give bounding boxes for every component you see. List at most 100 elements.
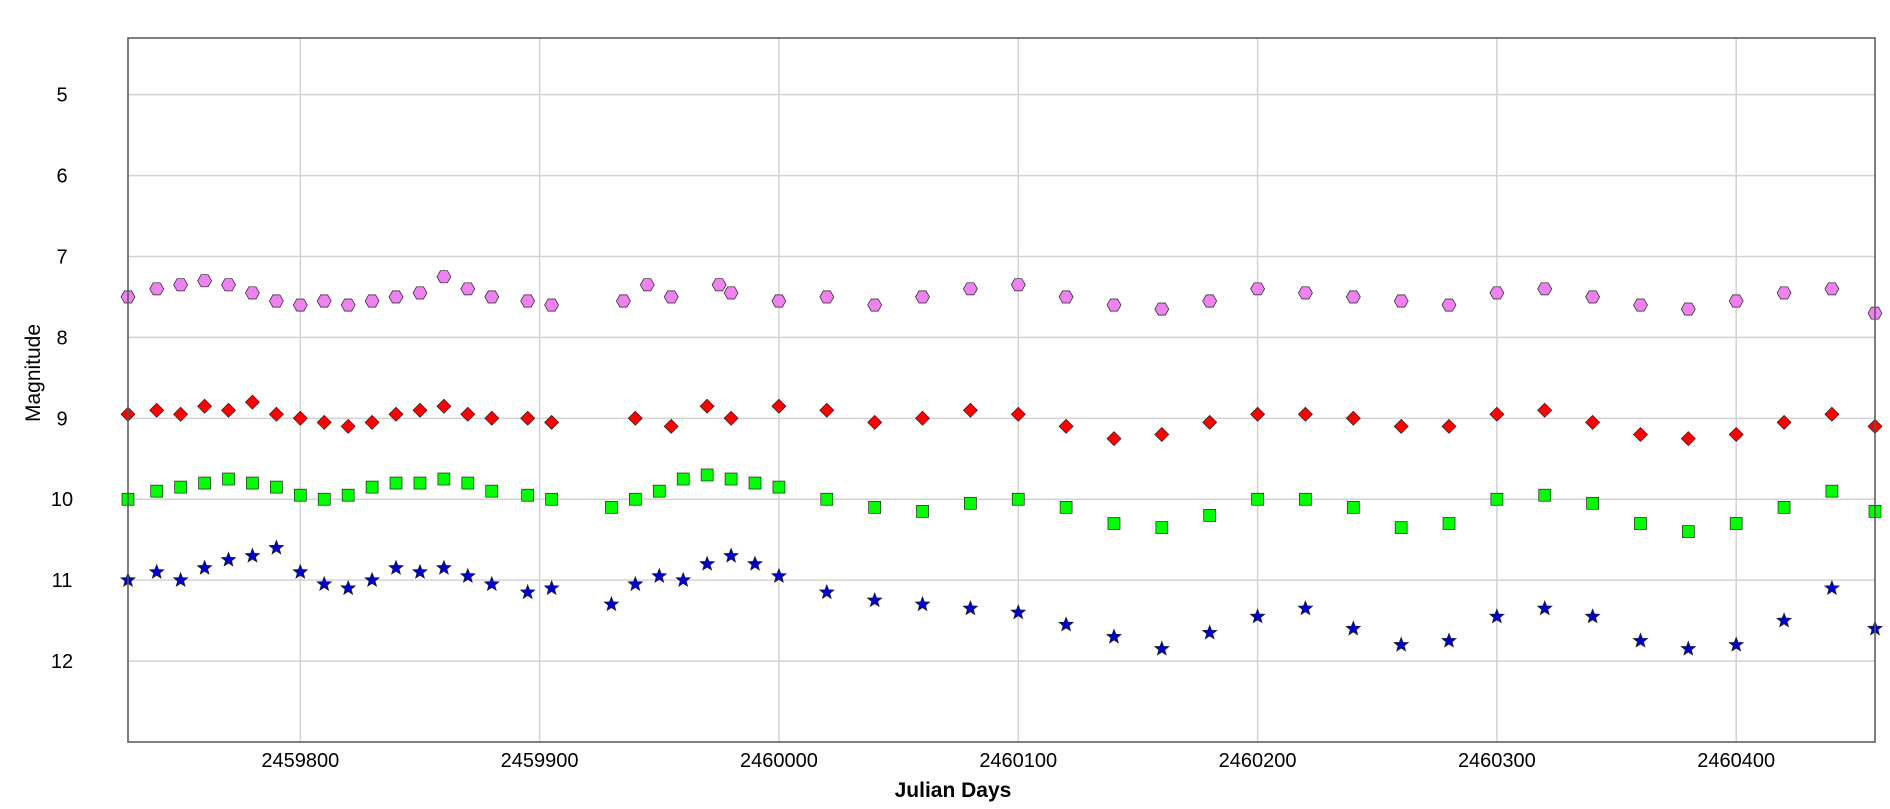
square-marker (868, 500, 882, 514)
star-marker (1728, 636, 1745, 652)
hexagon-marker (1441, 298, 1457, 312)
hexagon-marker (1106, 298, 1122, 312)
square-marker (521, 488, 535, 502)
diamond-marker (1154, 427, 1170, 442)
square-marker (1442, 517, 1456, 530)
x-tick-label: 2459900 (501, 750, 579, 772)
diamond-marker (173, 406, 189, 422)
hexagon-marker (867, 298, 883, 312)
diamond-marker (1585, 414, 1601, 430)
hexagon-marker (1393, 294, 1409, 308)
series-square (121, 468, 1882, 538)
hexagon-marker (1058, 290, 1074, 304)
y-tick-label: 10 (51, 489, 73, 511)
diamond-marker (771, 398, 787, 414)
diamond-marker (1680, 431, 1696, 447)
y-tick-label: 6 (56, 166, 67, 188)
star-marker (1584, 608, 1601, 624)
star-marker (1393, 636, 1410, 652)
hexagon-marker (1776, 286, 1792, 300)
square-marker (389, 476, 403, 490)
square-marker (317, 492, 331, 506)
star-marker (722, 547, 740, 563)
square-marker (437, 472, 451, 486)
hexagon-marker (364, 294, 380, 308)
hexagon-marker (1537, 282, 1553, 296)
diamond-marker (1441, 418, 1457, 434)
square-marker (916, 505, 929, 518)
y-axis-title: Magnitude (22, 324, 45, 422)
hexagon-marker (221, 278, 236, 292)
star-marker (962, 600, 979, 616)
star-marker (818, 583, 835, 600)
x-tick-label: 2460200 (1219, 750, 1297, 772)
hexagon-marker (1728, 294, 1744, 308)
diamond-marker (867, 414, 883, 430)
hexagon-marker (819, 290, 835, 304)
x-tick-label: 2460100 (979, 750, 1057, 772)
diamond-marker (412, 402, 428, 418)
star-marker (866, 591, 883, 608)
hexagon-marker (962, 282, 978, 296)
diamond-marker (149, 402, 165, 418)
hexagon-marker (544, 298, 560, 312)
grid-lines (128, 38, 1875, 742)
hexagon-marker (1824, 282, 1840, 296)
hexagon-marker (340, 298, 356, 312)
y-tick-label: 9 (56, 408, 67, 430)
star-marker (483, 575, 500, 592)
hexagon-marker (1585, 290, 1601, 304)
diamond-marker (544, 414, 560, 430)
diamond-marker (364, 414, 380, 430)
hexagon-marker (639, 278, 655, 292)
hexagon-marker (723, 286, 739, 300)
hexagon-marker (1010, 278, 1026, 292)
diamond-marker (340, 418, 356, 434)
diamond-marker (1824, 406, 1840, 422)
star-marker (244, 547, 261, 563)
diamond-marker (1010, 406, 1026, 422)
hexagon-marker (436, 270, 452, 284)
data-points (119, 270, 1884, 656)
x-tick-label: 2460000 (740, 750, 818, 772)
x-tick-label: 2459800 (261, 750, 339, 772)
square-marker (820, 492, 834, 506)
y-tick-label: 11 (52, 570, 73, 592)
y-tick-label: 5 (56, 85, 67, 107)
hexagon-marker (484, 290, 500, 304)
star-marker (770, 567, 788, 584)
hexagon-marker (615, 294, 631, 308)
square-marker (748, 476, 762, 490)
diamond-marker (1202, 414, 1218, 430)
hexagon-marker (915, 290, 930, 304)
square-marker (605, 500, 618, 514)
square-marker (1059, 500, 1073, 514)
star-marker (148, 563, 165, 579)
diamond-marker (627, 410, 643, 426)
hexagon-marker (460, 282, 476, 296)
square-marker (1777, 500, 1791, 514)
square-marker (485, 484, 499, 498)
hexagon-marker (1680, 302, 1696, 316)
star-marker (387, 559, 405, 575)
hexagon-marker (1297, 286, 1313, 300)
square-marker (1299, 492, 1312, 506)
diamond-marker (520, 410, 536, 426)
diamond-marker (221, 402, 236, 418)
star-marker (519, 583, 536, 600)
square-marker (1825, 484, 1839, 498)
square-marker (1681, 525, 1695, 538)
square-marker (1203, 509, 1217, 522)
y-tick-label: 12 (51, 651, 73, 673)
star-marker (1440, 632, 1458, 648)
square-marker (413, 476, 427, 490)
square-marker (772, 480, 786, 494)
hexagon-marker (711, 278, 727, 292)
square-marker (545, 492, 558, 506)
plot-frame (127, 37, 1876, 743)
square-marker (461, 476, 475, 490)
diamond-marker (292, 410, 308, 426)
x-axis-title: Julian Days (895, 779, 1012, 802)
